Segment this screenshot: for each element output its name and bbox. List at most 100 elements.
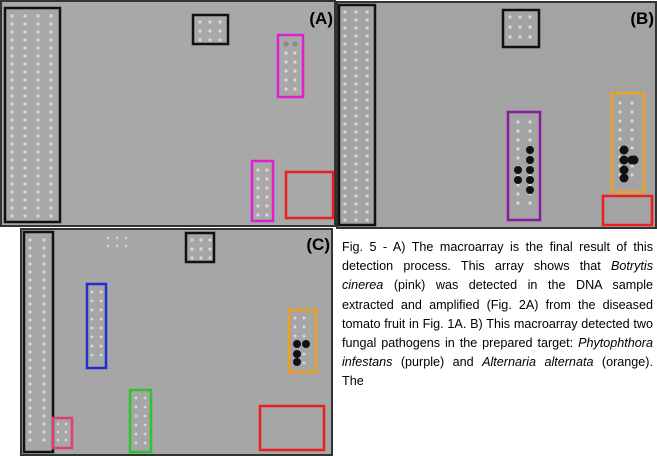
spot [91, 336, 94, 339]
spot [23, 78, 26, 81]
spot [630, 128, 633, 131]
spot [100, 354, 103, 357]
spot [508, 25, 511, 28]
spot [28, 422, 31, 425]
spot [36, 54, 39, 57]
spot [28, 246, 31, 249]
spot [10, 78, 13, 81]
spot [265, 186, 268, 189]
spot [365, 50, 368, 53]
spot [265, 177, 268, 180]
spot [514, 166, 522, 174]
spot [28, 254, 31, 257]
caption-text: (purple) and [392, 355, 482, 369]
spot [526, 146, 534, 154]
spot [365, 58, 368, 61]
spot [23, 166, 26, 169]
spot [28, 238, 31, 241]
spot [23, 198, 26, 201]
spot [199, 247, 202, 250]
spot [107, 237, 109, 239]
spot [23, 110, 26, 113]
spot [518, 35, 521, 38]
spot [630, 101, 633, 104]
spot [256, 213, 259, 216]
spot [190, 247, 193, 250]
spot [343, 202, 346, 205]
spot [516, 138, 519, 141]
spot [28, 262, 31, 265]
spot [28, 318, 31, 321]
spot [343, 10, 346, 13]
spot [28, 350, 31, 353]
spot [36, 38, 39, 41]
spot [49, 102, 52, 105]
spot [354, 10, 357, 13]
spot [42, 374, 45, 377]
spot [135, 424, 138, 427]
spot [343, 42, 346, 45]
panel-label: (A) [309, 9, 333, 28]
spot [49, 214, 52, 217]
spot [256, 186, 259, 189]
spot [42, 334, 45, 337]
spot [42, 422, 45, 425]
spot [526, 186, 534, 194]
spot [365, 194, 368, 197]
spot [49, 62, 52, 65]
spot [42, 366, 45, 369]
spot [42, 318, 45, 321]
spot [343, 210, 346, 213]
panel-c-image [21, 229, 332, 455]
spot [630, 164, 633, 167]
spot [116, 245, 118, 247]
spot [365, 42, 368, 45]
spot [198, 20, 201, 23]
spot [107, 245, 109, 247]
spot [125, 237, 127, 239]
spot [284, 87, 287, 90]
spot [365, 106, 368, 109]
spot [10, 166, 13, 169]
spot [144, 406, 147, 409]
spot [36, 86, 39, 89]
spot [23, 158, 26, 161]
spot [23, 214, 26, 217]
spot [42, 294, 45, 297]
spot [10, 62, 13, 65]
spot [630, 146, 633, 149]
spot [42, 414, 45, 417]
spot [293, 78, 296, 81]
spot [354, 162, 357, 165]
spot [218, 29, 221, 32]
spot [10, 94, 13, 97]
spot [343, 58, 346, 61]
spot [294, 335, 297, 338]
spot [365, 34, 368, 37]
spot [91, 291, 94, 294]
spot [630, 110, 633, 113]
spot [198, 38, 201, 41]
spot [528, 15, 531, 18]
spot [42, 246, 45, 249]
spot [36, 214, 39, 217]
spot [618, 119, 621, 122]
spot [36, 102, 39, 105]
spot [354, 26, 357, 29]
spot [354, 66, 357, 69]
spot [365, 26, 368, 29]
spot [23, 118, 26, 121]
spot [630, 156, 639, 165]
spot [10, 206, 13, 209]
spot [365, 114, 368, 117]
spot [10, 174, 13, 177]
spot [528, 35, 531, 38]
spot [23, 30, 26, 33]
spot [354, 138, 357, 141]
panel-label: (B) [630, 9, 654, 28]
spot [343, 162, 346, 165]
spot [343, 90, 346, 93]
spot [293, 340, 301, 348]
spot [620, 156, 629, 165]
spot [49, 86, 52, 89]
